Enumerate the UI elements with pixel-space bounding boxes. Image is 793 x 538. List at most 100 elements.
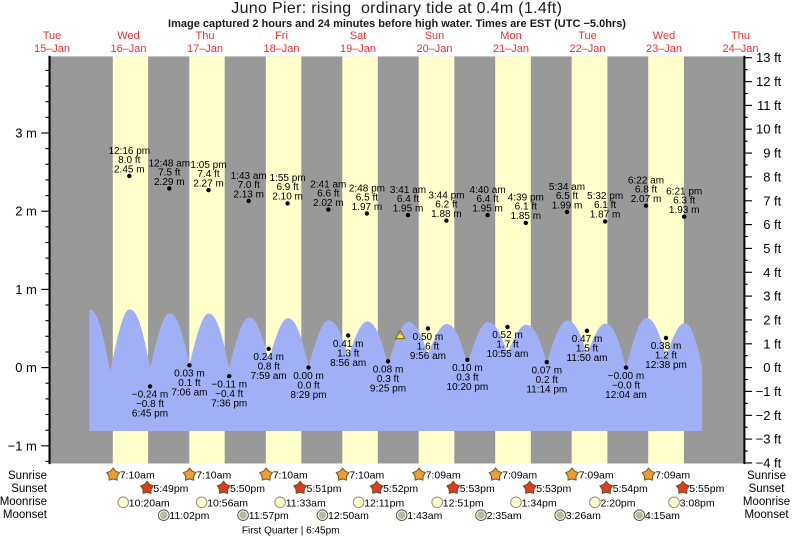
- svg-text:Wed: Wed: [117, 30, 139, 42]
- svg-text:1.93 m: 1.93 m: [669, 205, 700, 216]
- svg-text:Sunrise: Sunrise: [8, 470, 47, 482]
- svg-text:0.03 m: 0.03 m: [174, 369, 205, 380]
- svg-text:5:54pm: 5:54pm: [613, 483, 648, 495]
- svg-text:15–Jan: 15–Jan: [34, 43, 70, 55]
- svg-text:12 ft: 12 ft: [756, 74, 782, 89]
- svg-text:6.9 ft: 6.9 ft: [276, 182, 298, 193]
- svg-text:10:56am: 10:56am: [207, 497, 248, 509]
- svg-text:6:22 am: 6:22 am: [628, 176, 664, 187]
- svg-text:7.0 ft: 7.0 ft: [238, 180, 260, 191]
- svg-text:7:09am: 7:09am: [502, 470, 537, 482]
- svg-text:9:56 am: 9:56 am: [410, 351, 446, 362]
- svg-text:2 ft: 2 ft: [763, 312, 781, 327]
- svg-text:2.29 m: 2.29 m: [154, 177, 185, 188]
- svg-text:0.24 m: 0.24 m: [253, 352, 284, 363]
- svg-text:0.10 m: 0.10 m: [452, 363, 483, 374]
- svg-text:1:34pm: 1:34pm: [522, 497, 557, 509]
- svg-text:10:20am: 10:20am: [129, 497, 170, 509]
- svg-text:7:10am: 7:10am: [349, 470, 384, 482]
- svg-text:10:55 am: 10:55 am: [487, 349, 529, 360]
- svg-text:1.6 ft: 1.6 ft: [417, 341, 439, 352]
- svg-text:Sun: Sun: [425, 30, 445, 42]
- svg-text:7:09am: 7:09am: [579, 470, 614, 482]
- svg-text:11:50 am: 11:50 am: [567, 353, 608, 364]
- svg-text:6.8 ft: 6.8 ft: [635, 185, 657, 196]
- svg-text:1.88 m: 1.88 m: [431, 209, 462, 220]
- svg-text:11 ft: 11 ft: [757, 98, 782, 113]
- svg-text:7:10am: 7:10am: [120, 470, 155, 482]
- svg-text:12:11pm: 12:11pm: [364, 497, 404, 509]
- svg-text:11:33am: 11:33am: [286, 497, 326, 509]
- svg-text:2.10 m: 2.10 m: [272, 192, 303, 203]
- svg-text:Mon: Mon: [500, 30, 521, 42]
- svg-text:12:38 pm: 12:38 pm: [645, 360, 687, 371]
- svg-text:4:15am: 4:15am: [645, 510, 680, 522]
- svg-text:Sat: Sat: [350, 30, 367, 42]
- svg-text:4:40 am: 4:40 am: [470, 185, 506, 196]
- svg-text:1:05 pm: 1:05 pm: [190, 160, 226, 171]
- svg-text:5:34 am: 5:34 am: [549, 182, 585, 193]
- svg-text:0.2 ft: 0.2 ft: [536, 375, 558, 386]
- svg-text:9 ft: 9 ft: [763, 146, 781, 161]
- svg-text:0 m: 0 m: [15, 360, 37, 375]
- svg-text:3:44 pm: 3:44 pm: [428, 190, 464, 201]
- svg-text:22–Jan: 22–Jan: [569, 43, 605, 55]
- svg-text:Moonset: Moonset: [3, 509, 48, 521]
- svg-text:8:29 pm: 8:29 pm: [290, 390, 326, 401]
- svg-text:8.0 ft: 8.0 ft: [118, 155, 140, 166]
- svg-text:6.3 ft: 6.3 ft: [673, 196, 695, 207]
- svg-text:1:43am: 1:43am: [407, 510, 442, 522]
- svg-text:17–Jan: 17–Jan: [187, 43, 223, 55]
- svg-text:21–Jan: 21–Jan: [493, 43, 529, 55]
- svg-text:−0.11 m: −0.11 m: [211, 380, 247, 391]
- svg-text:−1 ft: −1 ft: [756, 384, 782, 399]
- svg-text:6.5 ft: 6.5 ft: [356, 192, 378, 203]
- svg-text:1.95 m: 1.95 m: [472, 203, 503, 214]
- svg-text:7.4 ft: 7.4 ft: [197, 169, 219, 180]
- svg-text:16–Jan: 16–Jan: [110, 43, 146, 55]
- svg-text:5:53pm: 5:53pm: [536, 483, 571, 495]
- svg-text:9:25 pm: 9:25 pm: [370, 384, 406, 395]
- svg-text:5:53pm: 5:53pm: [460, 483, 495, 495]
- svg-text:−0.00 m: −0.00 m: [608, 371, 644, 382]
- svg-text:13 ft: 13 ft: [756, 50, 782, 65]
- svg-text:1:43 am: 1:43 am: [231, 171, 267, 182]
- svg-text:1.87 m: 1.87 m: [590, 210, 621, 221]
- svg-text:12:50am: 12:50am: [328, 510, 369, 522]
- svg-text:−0.24 m: −0.24 m: [132, 390, 168, 401]
- svg-text:6 ft: 6 ft: [763, 217, 781, 232]
- svg-text:12:51pm: 12:51pm: [443, 497, 484, 509]
- svg-text:7:10am: 7:10am: [196, 470, 231, 482]
- svg-text:7:36 pm: 7:36 pm: [211, 399, 247, 410]
- svg-text:1.97 m: 1.97 m: [352, 202, 383, 213]
- svg-text:0.47 m: 0.47 m: [572, 334, 603, 345]
- svg-text:0.38 m: 0.38 m: [651, 341, 682, 352]
- svg-text:0.52 m: 0.52 m: [492, 330, 523, 341]
- svg-text:12:04 am: 12:04 am: [605, 390, 647, 401]
- svg-text:5:51pm: 5:51pm: [307, 483, 342, 495]
- svg-text:7.5 ft: 7.5 ft: [158, 167, 180, 178]
- svg-text:Tue: Tue: [43, 30, 62, 42]
- svg-text:0.8 ft: 0.8 ft: [258, 362, 280, 373]
- svg-text:7:06 am: 7:06 am: [171, 388, 207, 399]
- svg-text:Sunrise: Sunrise: [747, 470, 786, 482]
- svg-text:3 m: 3 m: [15, 126, 37, 141]
- svg-text:5:50pm: 5:50pm: [230, 483, 265, 495]
- svg-text:0.3 ft: 0.3 ft: [456, 373, 478, 384]
- svg-text:24–Jan: 24–Jan: [722, 43, 758, 55]
- svg-text:0.3 ft: 0.3 ft: [377, 374, 399, 385]
- svg-text:3:41 am: 3:41 am: [390, 185, 426, 196]
- svg-text:Thu: Thu: [196, 30, 215, 42]
- svg-text:5:32 pm: 5:32 pm: [587, 191, 623, 202]
- svg-text:7 ft: 7 ft: [763, 193, 781, 208]
- svg-text:8:56 am: 8:56 am: [330, 358, 366, 369]
- svg-text:Fri: Fri: [275, 30, 288, 42]
- svg-text:1.5 ft: 1.5 ft: [576, 344, 598, 355]
- svg-text:−0.4 ft: −0.4 ft: [215, 389, 243, 400]
- svg-text:23–Jan: 23–Jan: [646, 43, 682, 55]
- svg-text:6:21 pm: 6:21 pm: [666, 187, 702, 198]
- svg-text:11:57pm: 11:57pm: [249, 510, 289, 522]
- svg-text:First Quarter | 6:45pm: First Quarter | 6:45pm: [242, 525, 340, 536]
- svg-text:5:49pm: 5:49pm: [153, 483, 188, 495]
- svg-text:1 m: 1 m: [15, 282, 37, 297]
